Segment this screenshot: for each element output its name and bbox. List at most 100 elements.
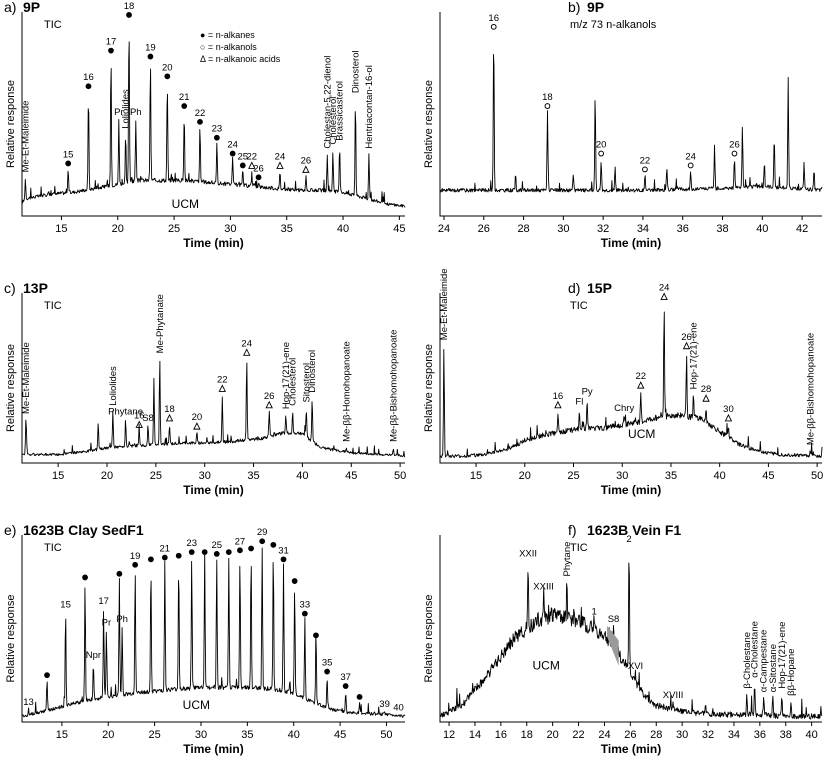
chromatogram-trace [21,360,406,458]
n-alkanoic-acid-marker [276,161,284,169]
x-tick-label: 50 [811,470,823,482]
n-alkane-marker [201,549,208,555]
x-axis-label: Time (min) [183,236,243,250]
peak-label: 17 [106,37,117,48]
n-alkane-marker [197,118,203,125]
peak-label: Dinosterol [307,350,318,393]
x-tick-label: 50 [394,470,406,482]
panel-subtitle: TIC [570,542,588,554]
peak-label: XXIII [533,581,554,592]
peak-label: 24 [227,140,238,151]
peak-label: 16 [83,72,94,83]
peak-label: 16 [488,13,499,24]
n-alkane-marker [324,668,331,675]
n-alkanol-marker [687,162,694,169]
peak-label: 24 [241,338,252,349]
peak-label: 30 [723,404,734,415]
peak-label: XXII [519,549,537,560]
n-alkane-marker [148,556,154,563]
x-tick-label: 25 [148,729,160,741]
peak-label: 20 [596,140,607,151]
peak-label: 22 [635,371,646,382]
panel-title: 9P [587,0,604,15]
peak-label: β-Cholestane [742,632,753,689]
n-alkanol-marker [642,166,648,173]
n-alkanoic-acid-marker [724,413,733,422]
panel-title: 1623B Vein F1 [587,522,681,538]
x-tick-label: 24 [598,729,610,741]
panel-subtitle: TIC [44,300,62,312]
n-alkane-marker [65,160,72,167]
x-tick-label: 40 [288,729,300,741]
peak-label: 29 [257,527,268,538]
n-alkane-marker [147,53,154,60]
x-tick-label: 40 [337,223,349,235]
chromatogram-trace [439,54,823,193]
panel-title: 15P [587,280,612,296]
peak-label: 13 [23,697,34,708]
n-alkane-marker [237,547,243,554]
peak-label: Cholesterol [288,358,299,406]
peak-label: 1 [591,607,596,618]
panel-title: 1623B Clay SedF1 [23,522,144,538]
n-alkanoic-acid-marker [135,420,143,428]
n-alkane-marker [248,545,254,552]
n-alkanoic-acid-marker [242,348,251,356]
x-tick-label: 18 [521,729,533,741]
peak-label: 37 [340,672,351,683]
x-tick-label: 38 [716,223,728,235]
x-tick-label: 28 [517,223,529,235]
panel-subtitle: TIC [570,300,588,312]
chromatogram-trace [439,562,823,720]
n-alkane-marker [270,541,277,548]
peak-label: 26 [264,391,275,402]
x-tick-label: 12 [443,729,455,741]
panel-label: b) [568,0,580,15]
peak-label: Cholestan-5,22-dienol [322,56,333,149]
x-tick-label: 30 [557,223,569,235]
x-tick-label: 15 [55,223,67,235]
peak-label: α-Cholestane [750,621,761,678]
peak-label: Sitosterol [301,363,312,403]
x-tick-label: 36 [754,729,766,741]
n-alkane-marker [126,12,132,18]
peak-label: 16 [134,410,145,421]
x-axis-label: Time (min) [601,236,661,250]
peak-label: Phytane [108,406,143,417]
y-axis-label: Relative response [5,594,17,682]
panel-subtitle: m/z 73 n-alkanols [570,19,657,31]
peak-label: Cholesterol [328,97,339,145]
peak-label: 26 [729,140,740,151]
panel-label: f) [568,522,577,538]
n-alkane-marker [280,556,287,563]
s8-shaded-area [607,625,619,666]
n-alkane-marker [175,552,182,559]
axis-lines [21,535,405,723]
peak-label: Chry [614,403,634,414]
n-alkane-marker [82,574,88,581]
x-tick-label: 20 [547,729,559,741]
x-tick-label: 25 [150,470,162,482]
x-tick-label: 25 [567,470,579,482]
n-alkane-marker [356,694,363,700]
panel-title: 9P [23,0,40,15]
x-tick-label: 16 [495,729,507,741]
n-alkane-marker [132,561,139,568]
axis-lines [21,293,405,464]
x-tick-label: 38 [780,729,792,741]
peak-label: 26 [301,155,312,166]
n-alkane-marker [213,551,220,557]
peak-label: 17 [98,596,109,607]
panel-subtitle: TIC [44,19,62,31]
peak-label: Loliolides [121,89,132,129]
peak-label: Fl [575,397,583,408]
peak-label: Me-Et-Maleimide [20,101,31,173]
n-alkanoic-acid-marker [302,165,310,173]
x-tick-label: 34 [637,223,649,235]
y-axis-label: Relative response [423,344,435,432]
x-tick-label: 40 [296,470,308,482]
n-alkane-marker [213,134,220,141]
x-tick-label: 42 [796,223,808,235]
peak-label: 25 [211,540,222,551]
